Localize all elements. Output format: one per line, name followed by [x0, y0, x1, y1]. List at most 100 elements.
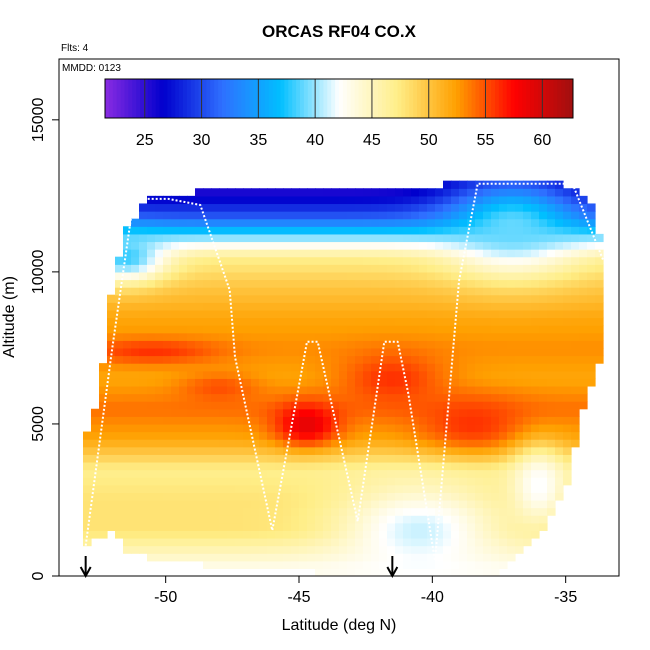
- colorbar-swatch: [245, 79, 250, 118]
- heatmap-cell: [243, 195, 252, 205]
- heatmap-cell: [539, 522, 548, 531]
- heatmap-cell: [187, 256, 196, 265]
- heatmap-cell: [419, 416, 428, 425]
- heatmap-cell: [187, 294, 196, 303]
- heatmap-cell: [459, 560, 468, 569]
- heatmap-cell: [347, 393, 356, 402]
- heatmap-cell: [467, 309, 476, 319]
- heatmap-cell: [131, 226, 140, 235]
- heatmap-cell: [219, 218, 228, 227]
- heatmap-cell: [187, 522, 196, 531]
- heatmap-cell: [115, 302, 124, 311]
- heatmap-cell: [475, 294, 484, 303]
- heatmap-cell: [275, 469, 284, 478]
- heatmap-cell: [299, 309, 308, 319]
- heatmap-cell: [211, 347, 220, 357]
- heatmap-cell: [507, 279, 516, 288]
- heatmap-cell: [307, 325, 316, 334]
- heatmap-cell: [179, 499, 188, 509]
- heatmap-cell: [483, 188, 492, 197]
- heatmap-cell: [523, 347, 532, 357]
- heatmap-cell: [195, 507, 204, 516]
- heatmap-cell: [451, 530, 460, 539]
- heatmap-cell: [259, 241, 268, 250]
- heatmap-cell: [115, 446, 124, 455]
- heatmap-cell: [451, 423, 460, 433]
- heatmap-cell: [379, 226, 388, 235]
- heatmap-cell: [131, 416, 140, 425]
- heatmap-cell: [499, 279, 508, 288]
- heatmap-cell: [531, 317, 540, 326]
- heatmap-cell: [163, 484, 172, 493]
- heatmap-cell: [483, 233, 492, 243]
- heatmap-cell: [315, 431, 324, 440]
- heatmap-cell: [467, 287, 476, 296]
- heatmap-cell: [155, 279, 164, 288]
- heatmap-cell: [443, 332, 452, 341]
- heatmap-cell: [435, 431, 444, 440]
- heatmap-cell: [187, 378, 196, 387]
- heatmap-cell: [459, 507, 468, 516]
- heatmap-cell: [371, 461, 380, 471]
- heatmap-cell: [395, 279, 404, 288]
- heatmap-cell: [515, 507, 524, 516]
- heatmap-cell: [443, 446, 452, 455]
- heatmap-cell: [451, 431, 460, 440]
- heatmap-cell: [163, 211, 172, 220]
- heatmap-cell: [243, 370, 252, 379]
- heatmap-cell: [419, 332, 428, 341]
- heatmap-cell: [555, 287, 564, 296]
- heatmap-cell: [155, 302, 164, 311]
- colorbar-tick-label: 60: [533, 132, 551, 149]
- heatmap-cell: [515, 446, 524, 455]
- heatmap-cell: [163, 256, 172, 265]
- heatmap-cell: [523, 249, 532, 258]
- heatmap-cell: [203, 454, 212, 463]
- heatmap-cell: [299, 393, 308, 402]
- heatmap-cell: [483, 530, 492, 539]
- heatmap-cell: [555, 325, 564, 334]
- heatmap-cell: [171, 522, 180, 531]
- heatmap-cell: [467, 218, 476, 227]
- heatmap-cell: [371, 294, 380, 303]
- heatmap-cell: [315, 287, 324, 296]
- heatmap-cell: [219, 317, 228, 326]
- heatmap-cell: [435, 378, 444, 387]
- heatmap-cell: [531, 226, 540, 235]
- heatmap-cell: [555, 492, 564, 501]
- heatmap-cell: [563, 454, 572, 463]
- heatmap-cell: [355, 439, 364, 448]
- heatmap-cell: [499, 317, 508, 326]
- heatmap-cell: [307, 484, 316, 493]
- heatmap-cell: [363, 553, 372, 562]
- heatmap-cell: [531, 233, 540, 243]
- heatmap-cell: [195, 515, 204, 524]
- heatmap-cell: [571, 385, 580, 395]
- heatmap-cell: [595, 256, 604, 265]
- heatmap-cell: [523, 332, 532, 341]
- colorbar-swatch: [452, 79, 457, 118]
- heatmap-cell: [243, 545, 252, 554]
- heatmap-cell: [155, 530, 164, 539]
- heatmap-cell: [515, 180, 524, 189]
- heatmap-cell: [371, 530, 380, 539]
- heatmap-cell: [435, 203, 444, 212]
- heatmap-cell: [347, 195, 356, 205]
- heatmap-cell: [187, 439, 196, 448]
- heatmap-cell: [171, 461, 180, 471]
- heatmap-cell: [243, 309, 252, 319]
- heatmap-cell: [211, 560, 220, 569]
- heatmap-cell: [251, 393, 260, 402]
- heatmap-cell: [547, 499, 556, 509]
- heatmap-cell: [115, 355, 124, 364]
- heatmap-cell: [467, 416, 476, 425]
- heatmap-cell: [131, 439, 140, 448]
- heatmap-cell: [331, 226, 340, 235]
- heatmap-cell: [163, 279, 172, 288]
- heatmap-cell: [419, 370, 428, 379]
- heatmap-cell: [235, 332, 244, 341]
- heatmap-cell: [147, 385, 156, 395]
- heatmap-cell: [451, 325, 460, 334]
- heatmap-cell: [571, 309, 580, 319]
- heatmap-cell: [323, 454, 332, 463]
